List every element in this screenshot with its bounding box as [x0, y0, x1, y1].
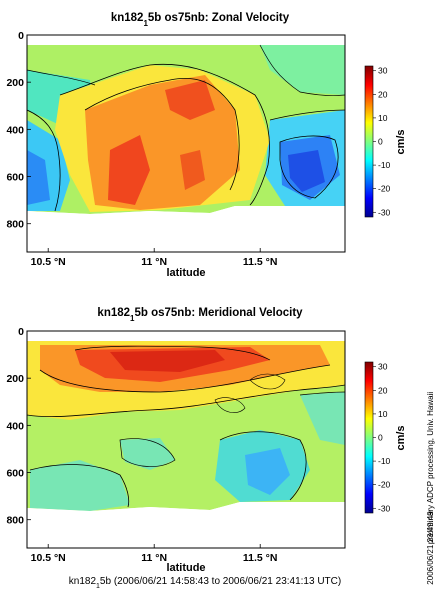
zonal-y-tick-label: 0	[18, 30, 24, 42]
meridional-colorbar-tick-label: 30	[378, 362, 388, 372]
meridional-y-tick-label: 400	[6, 420, 24, 432]
zonal-y-tick-label: 400	[6, 124, 24, 136]
meridional-x-tick-label: 10.5 °N	[31, 552, 66, 564]
zonal-colorbar-tick-label: 0	[378, 137, 383, 147]
zonal-colorbar-tick-label: -20	[378, 184, 391, 194]
meridional-y-tick-label: 200	[6, 373, 24, 385]
meridional-colorbar	[364, 361, 374, 514]
footer-cruise-time: kn18215b (2006/06/21 14:58:43 to 2006/06…	[69, 576, 341, 590]
zonal-colorbar	[364, 65, 374, 218]
zonal-axes-frame	[26, 34, 346, 253]
meridional-colorbar-tick-label: -30	[378, 503, 391, 513]
zonal-x-tick-label: 10.5 °N	[31, 256, 66, 268]
meridional-colorbar-tick-label: -20	[378, 480, 391, 490]
zonal-panel: kn18215b os75nb: Zonal Velocity	[6, 12, 407, 279]
meridional-field	[27, 331, 345, 548]
meridional-xlabel: latitude	[166, 562, 205, 574]
meridional-x-tick-label: 11 °N	[141, 552, 167, 564]
meridional-axes-frame	[26, 330, 346, 549]
zonal-y-tick-label: 200	[6, 77, 24, 89]
meridional-y-tick-label: 600	[6, 468, 24, 480]
zonal-x-tick-label: 11 °N	[141, 256, 167, 268]
zonal-xlabel: latitude	[166, 267, 205, 279]
zonal-x-axis: 10.5 °N 11 °N 11.5 °N	[31, 248, 278, 268]
meridional-colorbar-tick-label: 10	[378, 409, 388, 419]
timestamp-note: 2006/06/21 23:49:49	[426, 511, 435, 585]
meridional-title: kn18215b os75nb: Meridional Velocity	[97, 307, 303, 323]
zonal-colorbar-tick-label: -30	[378, 207, 391, 217]
zonal-title: kn18215b os75nb: Zonal Velocity	[111, 12, 290, 28]
meridional-colorbar-tick-label: 0	[378, 433, 383, 443]
zonal-y-tick-label: 600	[6, 172, 24, 184]
meridional-colorbar-ticks: 30 20 10 0 -10 -20 -30	[373, 362, 391, 513]
zonal-colorbar-tick-label: 30	[378, 66, 388, 76]
zonal-field	[27, 35, 345, 252]
zonal-colorbar-label: cm/s	[395, 129, 407, 154]
zonal-y-axis: 0 200 400 600 800	[6, 30, 31, 231]
meridional-y-axis: 0 200 400 600 800	[6, 326, 31, 527]
zonal-colorbar-tick-label: 10	[378, 113, 388, 123]
meridional-x-axis: 10.5 °N 11 °N 11.5 °N	[31, 544, 278, 564]
meridional-y-tick-label: 0	[18, 326, 24, 338]
meridional-panel: kn18215b os75nb: Meridional Velocity	[6, 307, 407, 574]
zonal-colorbar-tick-label: 20	[378, 89, 388, 99]
zonal-y-tick-label: 800	[6, 219, 24, 231]
zonal-colorbar-ticks: 30 20 10 0 -10 -20 -30	[373, 66, 391, 217]
meridional-y-tick-label: 800	[6, 515, 24, 527]
meridional-x-tick-label: 11.5 °N	[243, 552, 278, 564]
meridional-colorbar-tick-label: 20	[378, 385, 388, 395]
meridional-colorbar-tick-label: -10	[378, 456, 391, 466]
meridional-colorbar-label: cm/s	[395, 425, 407, 450]
processing-note: preliminary ADCP processing, Univ. Hawai…	[426, 392, 435, 544]
zonal-x-tick-label: 11.5 °N	[243, 256, 278, 268]
zonal-colorbar-tick-label: -10	[378, 160, 391, 170]
